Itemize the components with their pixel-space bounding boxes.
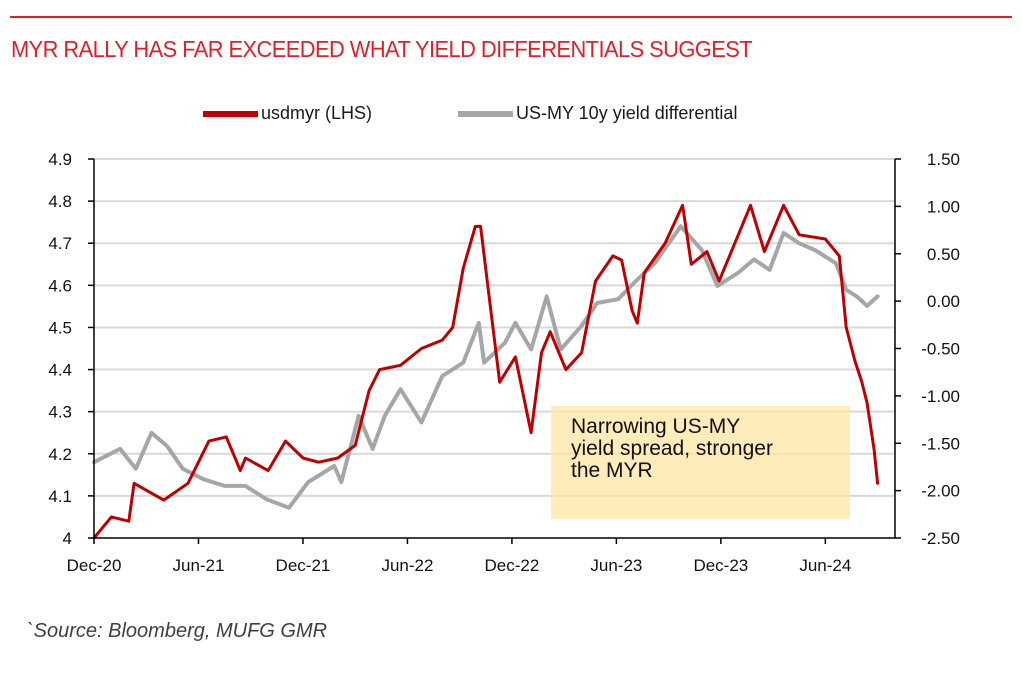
x-axis-tick-label: Dec-21 [276, 556, 331, 575]
legend-swatch-yield-differential [458, 110, 513, 117]
annotation-line-3: the MYR [571, 459, 653, 482]
left-axis-tick-label: 4.8 [48, 192, 72, 211]
left-axis-tick-label: 4.6 [48, 276, 72, 295]
right-axis-tick-label: 0.00 [927, 292, 960, 311]
legend-item-yield-differential: US-MY 10y yield differential [458, 103, 737, 124]
x-axis-tick-label: Dec-23 [693, 556, 748, 575]
right-axis-tick-label: -1.00 [921, 387, 960, 406]
x-axis-tick-label: Jun-23 [590, 556, 642, 575]
left-axis-tick-label: 4.4 [48, 361, 72, 380]
chart-title: MYR RALLY HAS FAR EXCEEDED WHAT YIELD DI… [11, 36, 753, 62]
x-axis-tick-label: Jun-21 [172, 556, 224, 575]
right-axis-tick-label: 1.00 [927, 197, 960, 216]
right-axis-tick-label: -2.50 [921, 529, 960, 548]
right-axis-tick-label: -2.00 [921, 482, 960, 501]
x-axis-tick-label: Dec-20 [67, 556, 122, 575]
x-axis-tick-label: Dec-22 [485, 556, 540, 575]
right-axis-tick-label: 0.50 [927, 245, 960, 264]
x-axis-tick-label: Jun-22 [381, 556, 433, 575]
right-axis-tick-label: -0.50 [921, 340, 960, 359]
left-axis-tick-label: 4.1 [48, 487, 72, 506]
x-axis-tick-label: Jun-24 [799, 556, 851, 575]
annotation-line-2: yield spread, stronger [571, 437, 773, 460]
source-note: `Source: Bloomberg, MUFG GMR [27, 620, 328, 642]
legend-swatch-usdmyr [203, 110, 258, 117]
right-axis-tick-label: 1.50 [927, 150, 960, 169]
legend-label-yield-differential: US-MY 10y yield differential [516, 103, 738, 123]
left-axis-tick-label: 4.5 [48, 318, 72, 337]
left-axis-tick-label: 4.9 [48, 150, 72, 169]
axes [88, 158, 901, 544]
left-axis-tick-label: 4.7 [48, 234, 72, 253]
legend-label-usdmyr: usdmyr (LHS) [261, 103, 373, 123]
left-axis-tick-label: 4.2 [48, 445, 72, 464]
left-axis-tick-label: 4.3 [48, 403, 72, 422]
annotation-box: Narrowing US-MY yield spread, stronger t… [551, 406, 850, 519]
series-layer [92, 203, 880, 540]
top-rule [10, 16, 1012, 18]
tick-labels: 4 4.1 4.2 4.3 4.4 4.5 4.6 4.7 4.8 4.9 -2.50 -2.00 -1… [48, 150, 960, 575]
legend-item-usdmyr: usdmyr (LHS) [203, 103, 372, 124]
left-axis-tick-label: 4 [63, 529, 72, 548]
legend: usdmyr (LHS) US-MY 10y yield differentia… [0, 103, 1022, 127]
right-axis-tick-label: -1.50 [921, 434, 960, 453]
annotation-line-1: Narrowing US-MY [571, 415, 741, 438]
